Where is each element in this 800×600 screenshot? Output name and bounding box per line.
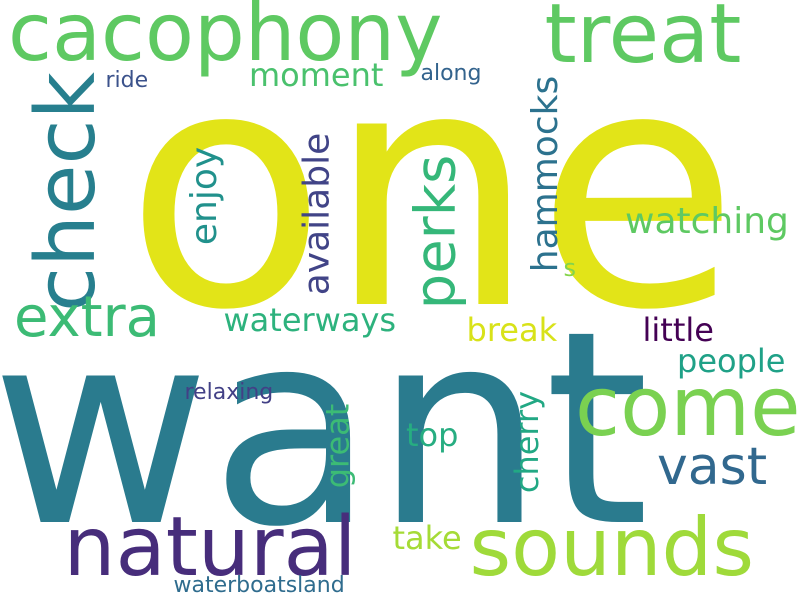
word-top: top (406, 416, 459, 454)
word-s: s (563, 254, 577, 282)
word-extra: extra (14, 285, 160, 350)
word-relaxing: relaxing (184, 380, 274, 405)
word-cacophony: cacophony (8, 0, 443, 79)
word-cherry: cherry (508, 390, 547, 494)
word-people: people (677, 342, 786, 380)
word-hammocks: hammocks (525, 75, 567, 273)
word-come: come (575, 360, 800, 455)
word-ride: ride (105, 68, 149, 93)
word-one: one (125, 0, 740, 382)
word-moment: moment (249, 56, 384, 94)
word-perks: perks (402, 154, 468, 310)
word-treat: treat (544, 0, 742, 82)
word-along: along (420, 61, 482, 86)
word-natural: natural (63, 500, 357, 595)
word-check: check (19, 71, 115, 313)
word-enjoy: enjoy (184, 146, 226, 246)
word-great: great (317, 403, 356, 489)
word-want: want (0, 274, 650, 586)
word-waterways: waterways (223, 301, 397, 339)
word-sounds: sounds (469, 501, 755, 594)
word-available: available (295, 132, 337, 296)
word-watching: watching (625, 201, 789, 242)
word-take: take (392, 519, 462, 557)
word-vast: vast (657, 437, 768, 497)
word-waterboatsland: waterboatsland (173, 573, 345, 598)
word-little: little (642, 311, 714, 349)
word-break: break (466, 311, 558, 349)
